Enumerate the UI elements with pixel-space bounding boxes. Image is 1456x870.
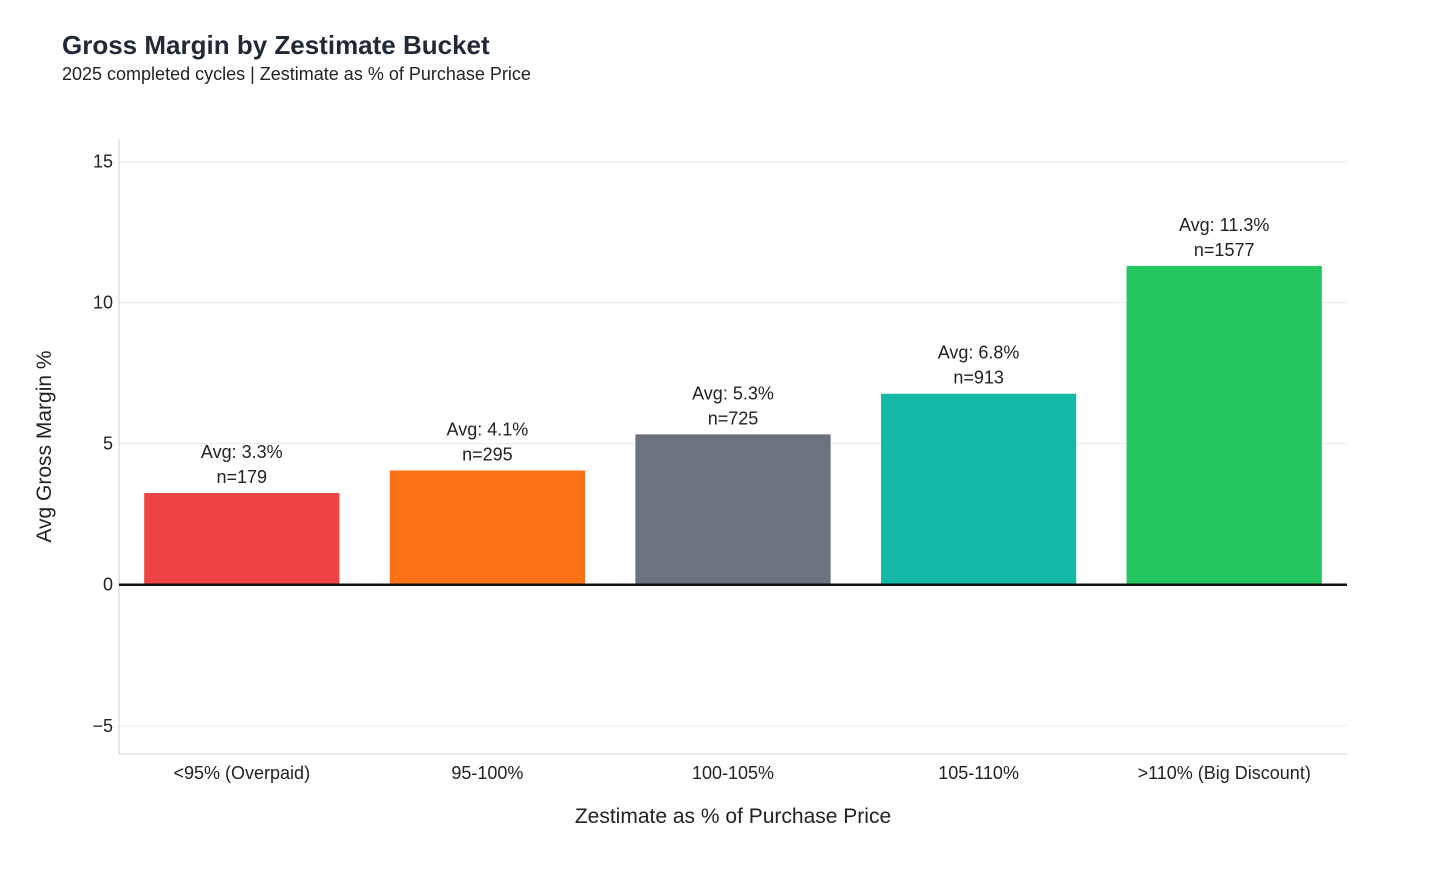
x-axis-title: Zestimate as % of Purchase Price (575, 805, 891, 828)
bar-label-n: n=913 (953, 368, 1004, 388)
bar-label-avg: Avg: 11.3% (1179, 215, 1269, 235)
bar-label-avg: Avg: 5.3% (692, 383, 774, 403)
y-tick-label: 15 (93, 152, 113, 172)
x-tick-label: 100-105% (692, 763, 774, 783)
bar (880, 393, 1077, 585)
chart-subtitle: 2025 completed cycles | Zestimate as % o… (62, 64, 531, 84)
bar (389, 470, 586, 585)
x-tick-label: <95% (Overpaid) (174, 763, 311, 783)
y-tick-label: 0 (103, 575, 113, 595)
bar-label-n: n=725 (708, 408, 759, 428)
bar-label-n: n=179 (217, 467, 268, 487)
x-tick-label: 105-110% (938, 763, 1019, 783)
bar-label-avg: Avg: 6.8% (938, 343, 1020, 363)
bar (635, 434, 831, 585)
y-tick-label: 10 (93, 293, 113, 313)
bar (144, 493, 340, 585)
x-tick-label: 95-100% (451, 763, 523, 783)
bar-label-avg: Avg: 4.1% (447, 419, 529, 439)
bar (1126, 265, 1322, 585)
y-tick-label: −5 (92, 716, 113, 736)
bar-label-n: n=295 (462, 444, 513, 464)
y-tick-label: 5 (103, 434, 113, 454)
bar-label-avg: Avg: 3.3% (201, 442, 283, 462)
x-tick-label: >110% (Big Discount) (1138, 763, 1311, 783)
bar-label-n: n=1577 (1194, 240, 1255, 260)
y-axis-title: Avg Gross Margin % (33, 350, 56, 542)
chart-title: Gross Margin by Zestimate Bucket (62, 30, 490, 60)
